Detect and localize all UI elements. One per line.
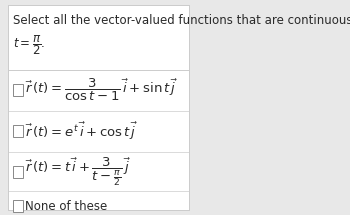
Text: Select all the vector-valued functions that are continuous at: Select all the vector-valued functions t… (13, 14, 350, 27)
FancyBboxPatch shape (8, 5, 189, 210)
FancyBboxPatch shape (13, 125, 23, 137)
FancyBboxPatch shape (13, 84, 23, 96)
Text: $\vec{r}\,(t) = \dfrac{3}{\cos t - 1}\,\vec{i} + \sin t\,\vec{j}$: $\vec{r}\,(t) = \dfrac{3}{\cos t - 1}\,\… (25, 77, 177, 103)
Text: $t = \dfrac{\pi}{2}.$: $t = \dfrac{\pi}{2}.$ (13, 33, 45, 57)
FancyBboxPatch shape (13, 166, 23, 178)
Text: $\vec{r}\,(t) = t\,\vec{i} + \dfrac{3}{t - \frac{\pi}{2}}\,\vec{j}$: $\vec{r}\,(t) = t\,\vec{i} + \dfrac{3}{t… (25, 156, 131, 188)
Text: $\vec{r}\,(t) = e^{t}\,\vec{i} + \cos t\,\vec{j}$: $\vec{r}\,(t) = e^{t}\,\vec{i} + \cos t\… (25, 120, 138, 142)
FancyBboxPatch shape (13, 200, 23, 212)
Text: None of these: None of these (25, 200, 107, 213)
